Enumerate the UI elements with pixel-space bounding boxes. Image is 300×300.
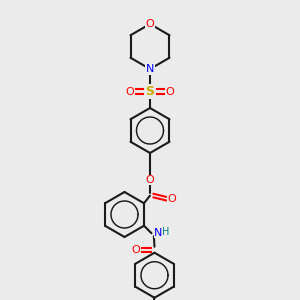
Text: S: S (146, 85, 154, 98)
Text: O: O (146, 175, 154, 185)
Text: O: O (146, 19, 154, 29)
Text: O: O (125, 86, 134, 97)
Text: N: N (154, 228, 162, 238)
Text: O: O (131, 245, 140, 255)
Text: N: N (146, 64, 154, 74)
Text: H: H (162, 227, 169, 237)
Text: O: O (166, 86, 175, 97)
Text: O: O (167, 194, 176, 204)
